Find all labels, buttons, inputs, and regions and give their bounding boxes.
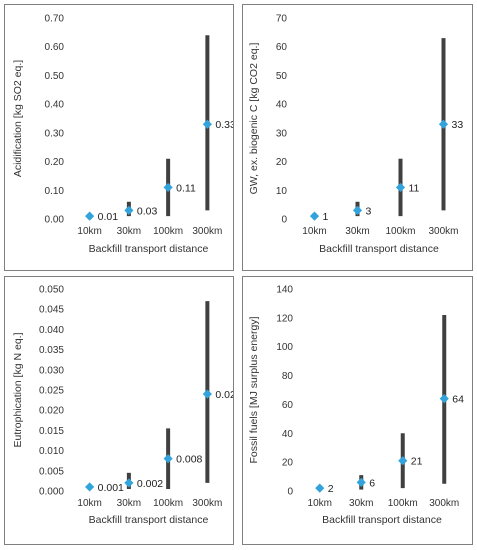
data-label: 64 xyxy=(452,394,464,406)
x-tick-label: 100km xyxy=(385,226,415,237)
y-tick-label: 0.020 xyxy=(39,406,64,417)
data-point-marker xyxy=(315,483,325,493)
y-tick-label: 60 xyxy=(282,400,294,411)
y-tick-label: 60 xyxy=(276,42,288,53)
y-tick-label: 0.035 xyxy=(39,345,64,356)
y-tick-label: 0.50 xyxy=(45,71,65,82)
data-label: 0.001 xyxy=(98,482,124,494)
y-tick-label: 50 xyxy=(276,71,288,82)
x-axis-title: Backfill transport distance xyxy=(89,243,209,255)
data-label: 0.002 xyxy=(137,478,163,490)
y-axis-title: Eutrophication [kg N eq.] xyxy=(12,332,24,447)
data-label: 0.03 xyxy=(137,205,158,217)
x-axis-title: Backfill transport distance xyxy=(319,243,439,255)
y-tick-label: 0.000 xyxy=(39,487,64,498)
data-label: 11 xyxy=(409,182,420,194)
y-tick-label: 0.40 xyxy=(45,100,65,111)
data-point-marker xyxy=(85,482,95,492)
chart-acidification: 0.00 0.10 0.20 0.30 0.40 0.50 0.60 0.70 10km 30km… xyxy=(12,14,233,256)
y-tick-label: 0.010 xyxy=(39,446,64,457)
x-tick-label: 300km xyxy=(192,226,222,237)
data-label: 0.01 xyxy=(98,211,119,223)
data-point-marker xyxy=(395,182,406,193)
data-point-marker xyxy=(439,394,449,404)
x-tick-label: 10km xyxy=(77,498,101,509)
data-label: 0.024 xyxy=(215,389,233,401)
chart-fossil-fuels: 0 20 40 60 80 100 120 140 10km 30km 100km 300km Back… xyxy=(248,285,464,527)
y-tick-label: 120 xyxy=(276,313,293,324)
y-axis-title: GW, ex. biogenic C [kg CO2 eq.] xyxy=(248,43,260,195)
y-tick-label: 0.70 xyxy=(45,14,65,25)
x-tick-label: 100km xyxy=(153,226,183,237)
data-label: 1 xyxy=(323,211,329,223)
data-point-marker xyxy=(202,389,212,399)
data-label: 6 xyxy=(369,477,375,489)
y-tick-label: 20 xyxy=(276,157,288,168)
y-tick-label: 0.025 xyxy=(39,386,64,397)
y-tick-label: 0 xyxy=(287,487,293,498)
y-tick-label: 0.045 xyxy=(39,305,64,316)
data-label: 0.008 xyxy=(176,454,202,466)
y-tick-label: 0.20 xyxy=(45,157,65,168)
y-tick-label: 0.30 xyxy=(45,128,65,139)
y-tick-label: 0.040 xyxy=(39,325,64,336)
x-axis-title: Backfill transport distance xyxy=(322,514,442,526)
y-axis-title: Acidification [kg SO2 eq.] xyxy=(12,60,24,177)
x-tick-label: 30km xyxy=(349,498,373,509)
data-point-marker xyxy=(124,478,134,488)
data-label: 21 xyxy=(411,456,423,468)
y-tick-label: 30 xyxy=(276,128,288,139)
y-tick-label: 100 xyxy=(276,342,293,353)
x-tick-label: 300km xyxy=(192,498,222,509)
x-tick-label: 30km xyxy=(345,226,369,237)
y-tick-label: 0.60 xyxy=(45,42,65,53)
data-label: 3 xyxy=(366,205,372,217)
data-label: 0.33 xyxy=(215,119,233,131)
x-tick-label: 10km xyxy=(302,226,326,237)
x-tick-label: 30km xyxy=(117,498,141,509)
chart-panel-global-warming: 0 10 20 30 40 50 60 70 10km 30km 100km 300km Backfil… xyxy=(242,4,473,271)
data-point-marker xyxy=(163,182,173,193)
chart-eutrophication: 0.000 0.005 0.010 0.015 0.020 0.025 0.030 0.035… xyxy=(12,285,233,527)
y-tick-label: 0.015 xyxy=(39,426,64,437)
y-tick-label: 0.10 xyxy=(45,186,65,197)
data-label: 33 xyxy=(452,119,464,131)
x-axis-title: Backfill transport distance xyxy=(89,514,209,526)
y-tick-label: 0.050 xyxy=(39,285,64,296)
x-tick-label: 100km xyxy=(153,498,183,509)
y-axis-title: Fossil fuels [MJ surplus energy] xyxy=(248,316,260,463)
data-point-marker xyxy=(309,211,320,221)
data-label: 2 xyxy=(328,483,334,495)
y-tick-label: 0.005 xyxy=(39,466,64,477)
y-tick-label: 20 xyxy=(282,458,294,469)
x-tick-label: 10km xyxy=(308,498,332,509)
y-tick-label: 0.00 xyxy=(45,215,65,226)
data-label: 0.11 xyxy=(176,182,196,194)
y-tick-label: 10 xyxy=(276,186,288,197)
data-point-marker xyxy=(163,454,173,464)
y-tick-label: 0 xyxy=(281,215,287,226)
y-tick-label: 80 xyxy=(282,371,294,382)
data-point-marker xyxy=(85,211,95,221)
chart-panel-fossil-fuels: 0 20 40 60 80 100 120 140 10km 30km 100km 300km Back… xyxy=(242,276,473,545)
data-point-marker xyxy=(438,119,449,129)
data-point-marker xyxy=(398,456,408,466)
y-tick-label: 40 xyxy=(276,100,288,111)
chart-panel-acidification: 0.00 0.10 0.20 0.30 0.40 0.50 0.60 0.70 10km 30km… xyxy=(4,4,234,271)
x-tick-label: 30km xyxy=(117,226,141,237)
data-point-marker xyxy=(356,477,366,487)
chart-panel-eutrophication: 0.000 0.005 0.010 0.015 0.020 0.025 0.030 0.035… xyxy=(4,276,234,545)
chart-global-warming: 0 10 20 30 40 50 60 70 10km 30km 100km 300km Backfil… xyxy=(248,14,464,256)
x-tick-label: 100km xyxy=(388,498,418,509)
x-tick-label: 300km xyxy=(429,498,459,509)
data-point-marker xyxy=(202,119,212,129)
y-tick-label: 140 xyxy=(276,285,293,296)
x-tick-label: 300km xyxy=(428,226,458,237)
x-tick-label: 10km xyxy=(77,226,101,237)
data-point-marker xyxy=(352,205,363,215)
y-tick-label: 70 xyxy=(276,14,288,25)
y-tick-label: 0.030 xyxy=(39,365,64,376)
y-tick-label: 40 xyxy=(282,429,294,440)
data-point-marker xyxy=(124,205,134,215)
